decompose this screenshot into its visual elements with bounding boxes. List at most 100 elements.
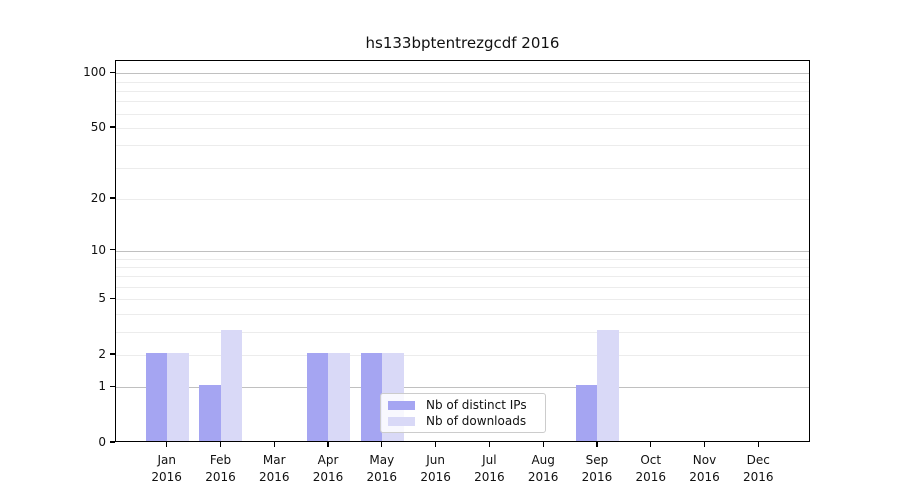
x-tick-month: Jul bbox=[482, 453, 497, 467]
legend-item-downloads: Nb of downloads bbox=[388, 414, 538, 428]
grid-line-major bbox=[116, 73, 809, 75]
y-axis-tick bbox=[110, 441, 115, 443]
bar-distinct-ips bbox=[360, 352, 383, 441]
grid-line-major bbox=[116, 387, 809, 389]
x-tick-year: 2016 bbox=[743, 470, 774, 484]
x-axis-tick bbox=[166, 442, 168, 447]
grid-line-minor bbox=[116, 354, 809, 356]
grid-line-minor bbox=[116, 127, 809, 129]
grid-line-minor bbox=[116, 331, 809, 333]
x-tick-month: Mar bbox=[262, 453, 286, 467]
y-axis-tick bbox=[110, 385, 115, 388]
plot-area bbox=[115, 60, 810, 442]
y-axis-tick bbox=[110, 126, 115, 128]
x-axis-tick-label: Dec 2016 bbox=[726, 452, 790, 486]
y-axis-tick bbox=[110, 197, 115, 199]
x-axis-tick bbox=[703, 442, 706, 447]
y-axis-tick-label: 100 bbox=[83, 65, 106, 80]
y-axis-tick-label: 50 bbox=[90, 119, 106, 134]
x-tick-month: Feb bbox=[209, 453, 232, 467]
grid-line-minor bbox=[116, 258, 809, 260]
x-tick-year: 2016 bbox=[205, 470, 236, 484]
x-tick-month: Jan bbox=[157, 453, 176, 467]
y-axis-tick-label: 2 bbox=[98, 346, 106, 361]
grid-line-minor bbox=[116, 145, 809, 147]
grid-line-minor bbox=[116, 101, 809, 103]
bar-distinct-ips bbox=[145, 352, 168, 441]
grid-line-minor bbox=[116, 81, 809, 83]
legend-item-distinct-ips: Nb of distinct IPs bbox=[388, 398, 538, 412]
x-tick-month: Dec bbox=[746, 453, 770, 467]
grid-line-minor bbox=[116, 299, 809, 301]
y-axis-tick bbox=[110, 249, 115, 251]
x-tick-month: Sep bbox=[585, 453, 609, 467]
x-axis-tick-label: Feb 2016 bbox=[188, 452, 252, 486]
y-axis-tick-label: 5 bbox=[98, 291, 106, 306]
x-axis-tick bbox=[542, 442, 544, 447]
x-axis-tick-label: Jun 2016 bbox=[404, 452, 468, 486]
legend-label-distinct-ips: Nb of distinct IPs bbox=[426, 398, 527, 412]
bar-distinct-ips bbox=[575, 385, 598, 441]
bar-downloads bbox=[328, 352, 350, 441]
x-axis-tick bbox=[327, 442, 329, 447]
x-tick-year: 2016 bbox=[366, 470, 398, 484]
bar-downloads bbox=[167, 352, 189, 441]
x-tick-year: 2016 bbox=[689, 470, 720, 484]
y-axis-tick-label: 10 bbox=[90, 242, 106, 257]
grid-line-minor bbox=[116, 287, 809, 289]
x-tick-month: Jun bbox=[426, 453, 445, 467]
x-tick-year: 2016 bbox=[474, 470, 505, 484]
y-axis-tick bbox=[110, 71, 115, 73]
legend: Nb of distinct IPs Nb of downloads bbox=[380, 393, 546, 433]
x-axis-tick bbox=[435, 442, 437, 447]
x-tick-year: 2016 bbox=[527, 470, 559, 484]
x-axis-tick-label: Oct 2016 bbox=[619, 452, 683, 486]
x-axis-tick bbox=[757, 442, 759, 447]
grid-line-minor bbox=[116, 167, 809, 169]
x-tick-month: Aug bbox=[531, 453, 555, 467]
x-tick-year: 2016 bbox=[581, 470, 613, 484]
bar-downloads bbox=[220, 329, 243, 441]
y-axis-tick-label: 20 bbox=[90, 191, 106, 206]
bar-distinct-ips bbox=[306, 352, 329, 441]
x-tick-year: 2016 bbox=[151, 470, 182, 484]
grid-line-minor bbox=[116, 266, 809, 268]
grid-line-minor bbox=[116, 276, 809, 278]
x-tick-year: 2016 bbox=[258, 470, 290, 484]
grid-line-major bbox=[116, 250, 809, 252]
chart-title: hs133bptentrezgcdf 2016 bbox=[365, 34, 560, 52]
x-tick-month: Oct bbox=[640, 453, 662, 467]
x-axis-tick-label: May 2016 bbox=[350, 452, 414, 486]
grid-line-minor bbox=[116, 199, 809, 201]
x-tick-month: May bbox=[369, 453, 395, 467]
x-axis-tick-label: Sep 2016 bbox=[565, 452, 629, 486]
x-axis-tick-label: Apr 2016 bbox=[296, 452, 360, 486]
x-axis-tick bbox=[219, 442, 222, 447]
x-axis-tick bbox=[488, 442, 490, 447]
y-axis-tick-label: 1 bbox=[98, 379, 106, 394]
x-axis-tick bbox=[650, 442, 652, 447]
y-axis-tick bbox=[110, 297, 115, 300]
x-tick-year: 2016 bbox=[635, 470, 666, 484]
x-axis-tick-label: Jan 2016 bbox=[135, 452, 199, 486]
legend-swatch-downloads bbox=[388, 416, 415, 426]
x-axis-tick-label: Aug 2016 bbox=[511, 452, 575, 486]
x-tick-year: 2016 bbox=[420, 470, 451, 484]
y-axis-tick-label: 0 bbox=[98, 435, 106, 449]
grid-line-minor bbox=[116, 314, 809, 316]
x-axis-tick-label: Nov 2016 bbox=[673, 452, 737, 486]
x-axis-tick-label: Mar 2016 bbox=[242, 452, 306, 486]
x-tick-year: 2016 bbox=[312, 470, 344, 484]
x-tick-month: Apr bbox=[317, 453, 339, 467]
x-axis-tick bbox=[596, 442, 598, 447]
grid-line-minor bbox=[116, 90, 809, 92]
legend-swatch-distinct-ips bbox=[388, 400, 415, 410]
y-axis-tick bbox=[110, 353, 115, 355]
x-axis-tick bbox=[381, 442, 383, 447]
x-axis-tick-label: Jul 2016 bbox=[457, 452, 521, 486]
bar-downloads bbox=[597, 329, 619, 441]
bar-distinct-ips bbox=[199, 385, 221, 441]
x-axis-tick bbox=[273, 442, 275, 447]
x-tick-month: Nov bbox=[692, 453, 717, 467]
